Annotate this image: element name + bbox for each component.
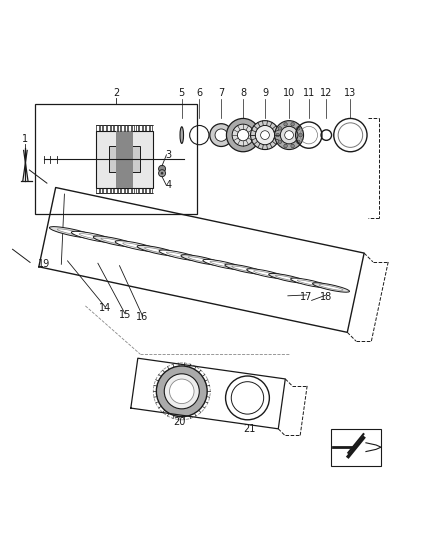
Text: 6: 6: [196, 88, 202, 99]
Ellipse shape: [101, 238, 129, 245]
Circle shape: [291, 123, 294, 126]
Circle shape: [237, 130, 249, 141]
Circle shape: [291, 144, 294, 148]
Ellipse shape: [170, 379, 194, 403]
Text: 20: 20: [173, 417, 186, 427]
Circle shape: [275, 120, 304, 150]
Text: 17: 17: [300, 292, 313, 302]
Ellipse shape: [297, 280, 321, 286]
Ellipse shape: [225, 264, 265, 274]
Text: 3: 3: [166, 150, 172, 160]
Ellipse shape: [166, 252, 194, 259]
Text: 1: 1: [22, 134, 28, 144]
Bar: [35, 104, 197, 214]
Ellipse shape: [203, 260, 243, 270]
Ellipse shape: [319, 285, 343, 290]
Circle shape: [297, 127, 300, 130]
Ellipse shape: [254, 271, 279, 277]
Circle shape: [284, 144, 287, 148]
Ellipse shape: [156, 366, 207, 417]
Ellipse shape: [93, 236, 137, 247]
Ellipse shape: [137, 245, 180, 256]
Circle shape: [255, 125, 275, 145]
Ellipse shape: [291, 278, 328, 288]
Text: 16: 16: [136, 312, 148, 322]
Ellipse shape: [79, 233, 108, 240]
Text: 2: 2: [113, 88, 119, 99]
Circle shape: [297, 140, 300, 143]
Ellipse shape: [115, 241, 158, 252]
Circle shape: [232, 124, 254, 146]
Text: 5: 5: [179, 88, 185, 99]
Bar: [116, 131, 133, 188]
Circle shape: [285, 131, 293, 140]
Circle shape: [278, 127, 282, 130]
Circle shape: [280, 126, 298, 144]
Ellipse shape: [180, 127, 184, 143]
Circle shape: [210, 124, 233, 147]
Text: 18: 18: [320, 292, 332, 302]
Ellipse shape: [276, 276, 300, 281]
Text: 8: 8: [240, 88, 246, 99]
Text: 9: 9: [262, 88, 268, 99]
Text: 19: 19: [38, 260, 50, 269]
Circle shape: [261, 131, 269, 140]
Ellipse shape: [49, 227, 95, 238]
Circle shape: [276, 133, 279, 137]
Circle shape: [159, 165, 166, 172]
Text: 14: 14: [99, 303, 111, 313]
Circle shape: [284, 123, 287, 126]
Bar: [331, 429, 381, 466]
Ellipse shape: [145, 247, 172, 254]
Ellipse shape: [247, 269, 286, 279]
Text: 15: 15: [119, 310, 131, 320]
Text: 13: 13: [344, 88, 357, 99]
Circle shape: [159, 169, 166, 177]
Text: 11: 11: [303, 88, 315, 99]
Ellipse shape: [181, 255, 222, 265]
Text: 10: 10: [283, 88, 295, 99]
Ellipse shape: [232, 266, 258, 272]
Text: 4: 4: [166, 181, 172, 190]
Bar: [96, 131, 153, 188]
Ellipse shape: [123, 243, 151, 249]
Ellipse shape: [210, 261, 236, 268]
Ellipse shape: [188, 257, 215, 263]
Circle shape: [226, 118, 260, 152]
Text: 7: 7: [218, 88, 224, 99]
Ellipse shape: [269, 273, 307, 283]
Circle shape: [161, 172, 163, 174]
Text: 12: 12: [320, 88, 332, 99]
Ellipse shape: [159, 250, 201, 261]
Circle shape: [299, 133, 302, 137]
Ellipse shape: [71, 231, 116, 243]
Circle shape: [251, 120, 279, 150]
Circle shape: [278, 140, 282, 143]
Ellipse shape: [57, 229, 87, 236]
Circle shape: [215, 129, 227, 141]
Text: 21: 21: [244, 424, 256, 433]
Ellipse shape: [313, 282, 350, 292]
Bar: [110, 146, 140, 172]
Ellipse shape: [164, 374, 199, 409]
